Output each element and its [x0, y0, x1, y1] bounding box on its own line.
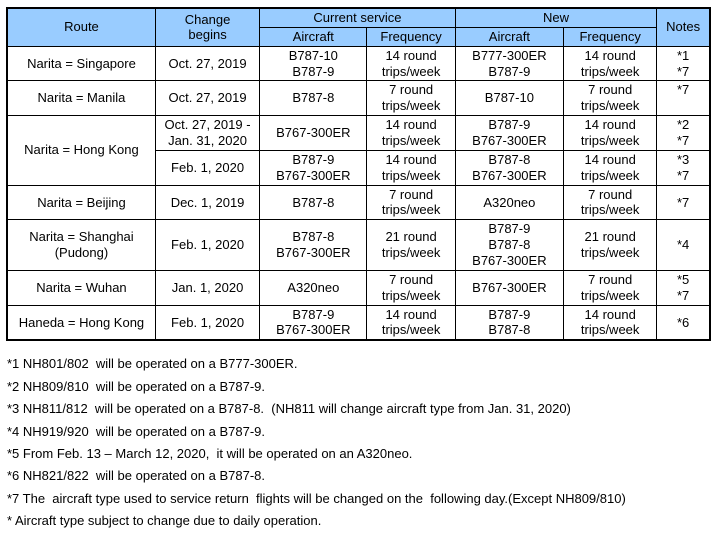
header-notes: Notes — [656, 7, 711, 47]
new-frequency-cell: 14 round trips/week — [563, 304, 658, 341]
header-row-sub: Aircraft Frequency Aircraft Frequency — [7, 26, 710, 47]
notes-cell: *5 *7 — [656, 269, 711, 306]
current-frequency-cell: 14 round trips/week — [366, 45, 456, 82]
notes-cell: *2 *7 — [656, 115, 711, 151]
change-begins-cell: Feb. 1, 2020 — [154, 304, 261, 341]
new-frequency-cell: 21 round trips/week — [563, 219, 658, 271]
current-frequency-cell: 7 round trips/week — [366, 269, 456, 306]
change-begins-cell: Feb. 1, 2020 — [154, 219, 261, 271]
notes-cell: *7 — [656, 184, 711, 221]
current-aircraft-cell: B787-8 — [259, 184, 368, 221]
notes-cell: *6 — [656, 304, 711, 341]
header-route-label: Route — [64, 19, 99, 35]
header-change-begins: Change begins — [154, 7, 261, 47]
current-aircraft-cell: B787-9 B767-300ER — [259, 149, 368, 186]
table-row-hongkong-phase1: Narita = Hong Kong Oct. 27, 2019 - Jan. … — [6, 115, 711, 186]
new-aircraft-cell: B787-9 B767-300ER — [454, 115, 565, 151]
notes-cell: *3 *7 — [656, 149, 711, 186]
new-frequency-cell: 14 round trips/week — [563, 45, 658, 82]
new-aircraft-cell: B777-300ER B787-9 — [454, 45, 565, 82]
footnote: *4 NH919/920 will be operated on a B787-… — [7, 423, 266, 439]
change-begins-cell: Dec. 1, 2019 — [154, 184, 261, 221]
header-new: New — [454, 7, 658, 28]
header-current-service: Current service — [259, 7, 456, 28]
current-aircraft-cell: A320neo — [259, 269, 368, 306]
header-change-begins-label: Change begins — [184, 11, 231, 43]
notes-cell: *7 — [656, 80, 711, 117]
current-frequency-cell: 7 round trips/week — [366, 184, 456, 221]
new-frequency-cell: 14 round trips/week — [563, 115, 658, 151]
table-row-manila: Narita = Manila Oct. 27, 2019 B787-8 7 r… — [6, 80, 711, 117]
footnote: *6 NH821/822 will be operated on a B787-… — [7, 468, 266, 484]
header-route: Route — [6, 7, 156, 47]
route-cell: Narita = Shanghai (Pudong) — [6, 219, 156, 271]
footnote: *1 NH801/802 will be operated on a B777-… — [7, 356, 298, 372]
current-frequency-cell: 21 round trips/week — [366, 219, 456, 271]
new-frequency-cell: 7 round trips/week — [563, 184, 658, 221]
current-frequency-cell: 7 round trips/week — [366, 80, 456, 117]
notes-cell: *1 *7 — [656, 45, 711, 82]
current-aircraft-cell: B767-300ER — [259, 115, 368, 151]
footnote: *5 From Feb. 13 – March 12, 2020, it wil… — [7, 445, 413, 461]
footnotes: *1 NH801/802 will be operated on a B777-… — [7, 353, 711, 532]
change-begins-cell: Oct. 27, 2019 — [154, 80, 261, 117]
footnote: *3 NH811/812 will be operated on a B787-… — [7, 401, 571, 417]
route-cell: Narita = Hong Kong — [6, 115, 156, 186]
current-frequency-cell: 14 round trips/week — [366, 149, 456, 186]
route-cell: Narita = Singapore — [6, 45, 156, 82]
route-cell: Narita = Beijing — [6, 184, 156, 221]
current-aircraft-cell: B787-10 B787-9 — [259, 45, 368, 82]
current-frequency-cell: 14 round trips/week — [366, 115, 456, 151]
change-begins-cell: Jan. 1, 2020 — [154, 269, 261, 306]
current-frequency-cell: 14 round trips/week — [366, 304, 456, 341]
table-row-wuhan: Narita = Wuhan Jan. 1, 2020 A320neo 7 ro… — [6, 269, 711, 306]
header-current-aircraft: Aircraft — [259, 26, 368, 47]
change-begins-cell: Feb. 1, 2020 — [154, 149, 261, 186]
header-new-frequency: Frequency — [563, 26, 658, 47]
table-row-singapore: Narita = Singapore Oct. 27, 2019 B787-10… — [6, 45, 711, 82]
route-cell: Narita = Manila — [6, 80, 156, 117]
footnote: *7 The aircraft type used to service ret… — [7, 490, 626, 506]
change-begins-cell: Oct. 27, 2019 - Jan. 31, 2020 — [154, 115, 261, 151]
table-row-beijing: Narita = Beijing Dec. 1, 2019 B787-8 7 r… — [6, 184, 711, 221]
header-current-frequency: Frequency — [366, 26, 456, 47]
current-aircraft-cell: B787-9 B767-300ER — [259, 304, 368, 341]
notes-cell: *4 — [656, 219, 711, 271]
route-cell: Haneda = Hong Kong — [6, 304, 156, 341]
table-row-shanghai: Narita = Shanghai (Pudong) Feb. 1, 2020 … — [6, 219, 711, 271]
new-aircraft-cell: A320neo — [454, 184, 565, 221]
new-aircraft-cell: B787-9 B787-8 — [454, 304, 565, 341]
new-aircraft-cell: B767-300ER — [454, 269, 565, 306]
new-frequency-cell: 7 round trips/week — [563, 269, 658, 306]
new-aircraft-cell: B787-10 — [454, 80, 565, 117]
new-frequency-cell: 14 round trips/week — [563, 149, 658, 186]
change-begins-cell: Oct. 27, 2019 — [154, 45, 261, 82]
header-row-top: Route Change begins Current service New … — [6, 7, 711, 47]
new-aircraft-cell: B787-9 B787-8 B767-300ER — [454, 219, 565, 271]
route-cell: Narita = Wuhan — [6, 269, 156, 306]
header-new-aircraft: Aircraft — [454, 26, 565, 47]
new-aircraft-cell: B787-8 B767-300ER — [454, 149, 565, 186]
current-aircraft-cell: B787-8 — [259, 80, 368, 117]
footnote: *2 NH809/810 will be operated on a B787-… — [7, 378, 266, 394]
new-frequency-cell: 7 round trips/week — [563, 80, 658, 117]
table-row-hongkong-phase2: Feb. 1, 2020 B787-9 B767-300ER 14 round … — [7, 149, 711, 186]
footnote: * Aircraft type subject to change due to… — [7, 513, 322, 529]
flight-schedule-table: Route Change begins Current service New … — [6, 7, 711, 342]
table-row-haneda-hongkong: Haneda = Hong Kong Feb. 1, 2020 B787-9 B… — [6, 304, 711, 341]
current-aircraft-cell: B787-8 B767-300ER — [259, 219, 368, 271]
